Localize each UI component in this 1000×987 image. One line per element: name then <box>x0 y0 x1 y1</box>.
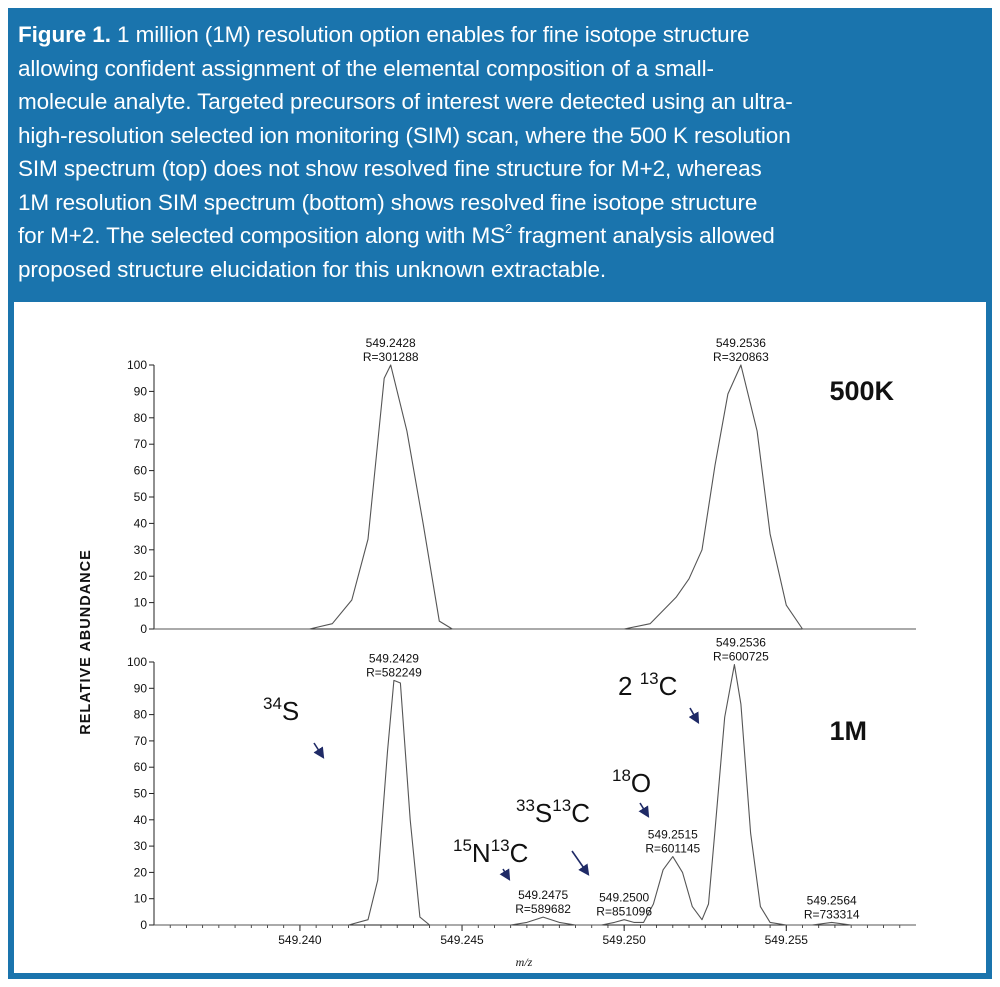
peak-resolution-label: R=851096 <box>596 905 652 919</box>
isotope-34S: 34S <box>263 694 299 726</box>
caption-line: high-resolution selected ion monitoring … <box>18 122 791 148</box>
caption-text: fragment analysis allowed <box>512 223 775 248</box>
x-tick-label: 549.245 <box>440 933 484 947</box>
peak-resolution-label: R=320863 <box>713 350 769 364</box>
x-tick-label: 549.250 <box>602 933 646 947</box>
x-tick-label: 549.240 <box>278 933 322 947</box>
peak-mz-label: 549.2564 <box>807 893 857 907</box>
peak-resolution-label: R=733314 <box>804 907 860 921</box>
iso-prefix: 2 <box>618 671 640 701</box>
peak-mz-label: 549.2536 <box>716 636 766 650</box>
y-tick-label: 60 <box>134 464 148 478</box>
mass-spectrum-chart: RELATIVE ABUNDANCE 010203040506070809010… <box>78 336 916 969</box>
y-tick-label: 90 <box>134 681 148 695</box>
y-tick-label: 20 <box>134 865 148 879</box>
caption-line: proposed structure elucidation for this … <box>18 256 607 282</box>
caption-line: allowing confident assignment of the ele… <box>18 55 714 81</box>
isotope-33S13C: 33S13C <box>516 796 590 828</box>
caption-text: for M+2. The selected composition along … <box>18 223 506 248</box>
figure-label: Figure 1. <box>18 22 111 47</box>
iso-sup: 34 <box>263 694 282 713</box>
panel-title-1m: 1M <box>829 716 867 746</box>
iso-base: S <box>282 696 299 726</box>
iso-sup: 33 <box>516 796 535 815</box>
peak-mz-label: 549.2500 <box>599 891 649 905</box>
y-tick-label: 30 <box>134 543 148 557</box>
y-tick-label: 20 <box>134 569 148 583</box>
caption-line: for M+2. The selected composition along … <box>18 219 978 253</box>
iso-base: N <box>472 838 491 868</box>
iso-base: S <box>535 798 552 828</box>
y-tick-label: 100 <box>127 655 147 669</box>
y-tick-label: 90 <box>134 384 148 398</box>
arrow-34S <box>313 742 325 759</box>
y-tick-label: 80 <box>134 708 148 722</box>
x-axis-label: m/z <box>516 955 533 969</box>
peak-mz-label: 549.2536 <box>716 336 766 350</box>
iso-sup: 15 <box>453 836 472 855</box>
spectrum-trace <box>154 364 916 630</box>
y-tick-label: 70 <box>134 734 148 748</box>
y-tick-label: 40 <box>134 516 148 530</box>
isotope-2x13C: 2 13C <box>618 669 677 701</box>
iso-base: C <box>571 798 590 828</box>
y-tick-label: 10 <box>134 596 148 610</box>
arrow-33S13C <box>571 850 590 876</box>
y-axis-label: RELATIVE ABUNDANCE <box>78 549 94 735</box>
spectrum-trace <box>154 664 916 926</box>
arrow-2x13C <box>688 707 700 724</box>
iso-base: C <box>510 838 529 868</box>
y-tick-label: 50 <box>134 490 148 504</box>
peak-mz-label: 549.2475 <box>518 888 568 902</box>
caption-line: molecule analyte. Targeted precursors of… <box>18 89 793 114</box>
iso-sup: 13 <box>640 669 659 688</box>
caption-line: Figure 1. 1 million (1M) resolution opti… <box>18 18 978 52</box>
chart-panel <box>14 302 986 973</box>
figure-caption: Figure 1. 1 million (1M) resolution opti… <box>18 18 978 286</box>
peak-resolution-label: R=301288 <box>363 350 419 364</box>
y-tick-label: 10 <box>134 892 148 906</box>
iso-sup: 13 <box>552 796 571 815</box>
y-tick-label: 60 <box>134 760 148 774</box>
peak-mz-label: 549.2515 <box>648 828 698 842</box>
peak-resolution-label: R=601145 <box>645 842 700 856</box>
caption-line: 1M resolution SIM spectrum (bottom) show… <box>18 189 758 215</box>
isotope-15N13C: 15N13C <box>453 836 528 868</box>
peak-resolution-label: R=582249 <box>366 665 422 679</box>
y-tick-label: 0 <box>140 918 147 932</box>
isotope-18O: 18O <box>612 766 651 798</box>
peak-mz-label: 549.2428 <box>366 336 416 350</box>
iso-base: O <box>631 768 651 798</box>
panel-title-500k: 500K <box>829 376 894 406</box>
y-tick-label: 50 <box>134 787 148 801</box>
y-tick-label: 100 <box>127 358 147 372</box>
y-tick-label: 80 <box>134 411 148 425</box>
caption-line: SIM spectrum (top) does not show resolve… <box>18 156 762 181</box>
x-tick-label: 549.255 <box>765 933 809 947</box>
spectrum-1m: 0 10 20 30 40 50 60 70 80 90 100 549.240 549.245 549.… <box>127 636 916 947</box>
y-tick-label: 40 <box>134 813 148 827</box>
caption-superscript: 2 <box>505 220 513 236</box>
peak-resolution-label: R=589682 <box>515 902 571 916</box>
iso-sup: 13 <box>491 836 510 855</box>
iso-sup: 18 <box>612 766 631 785</box>
y-tick-label: 0 <box>140 622 147 636</box>
arrow-15N13C <box>499 868 511 881</box>
arrow-18O <box>638 802 650 818</box>
y-tick-label: 70 <box>134 437 148 451</box>
iso-base: C <box>659 671 678 701</box>
y-tick-label: 30 <box>134 839 148 853</box>
caption-text: 1 million (1M) resolution option enables… <box>110 22 750 47</box>
peak-resolution-label: R=600725 <box>713 650 769 664</box>
peak-mz-label: 549.2429 <box>369 651 419 665</box>
